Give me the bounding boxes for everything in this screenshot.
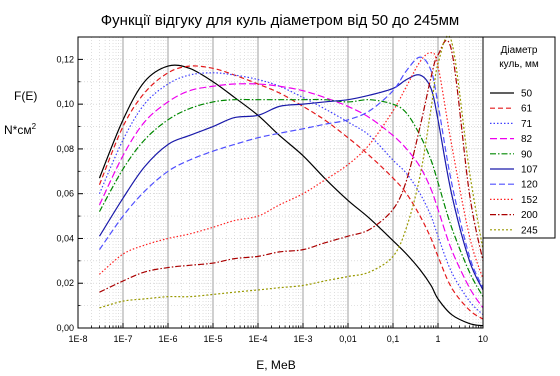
legend-label-90: 90 xyxy=(521,149,533,160)
legend-label-71: 71 xyxy=(521,119,533,130)
y-tick-label: 0,10 xyxy=(56,99,74,109)
x-tick-label: 1E-3 xyxy=(293,334,312,344)
x-tick-label: 10 xyxy=(478,334,488,344)
legend-label-120: 120 xyxy=(521,180,538,191)
plot-grid xyxy=(78,36,483,329)
legend-label-152: 152 xyxy=(521,195,538,206)
x-tick-label: 1E-6 xyxy=(158,334,177,344)
y-axis-unit-base: N*см xyxy=(4,123,32,137)
y-tick-label: 0,04 xyxy=(56,233,74,243)
y-axis-unit-superscript: 2 xyxy=(32,122,37,131)
series-line-50 xyxy=(98,64,484,327)
x-tick-label: 1 xyxy=(435,334,440,344)
series-line-245 xyxy=(99,35,484,309)
series-line-120 xyxy=(98,56,484,288)
series-line-200 xyxy=(99,39,484,293)
series-line-82 xyxy=(98,83,484,309)
legend-label-50: 50 xyxy=(521,89,533,100)
y-tick-label: 0,06 xyxy=(56,189,74,199)
legend-items: 50 61 71 82 90 107 120 152 200 245 xyxy=(490,89,538,236)
chart-title: Функції відгуку для куль діаметром від 5… xyxy=(101,12,459,29)
series-line-71 xyxy=(98,72,484,316)
x-tick-label: 1E-8 xyxy=(68,334,87,344)
y-axis-title: F(E) xyxy=(14,89,37,103)
legend-label-107: 107 xyxy=(521,165,538,176)
x-axis-title: E, МеВ xyxy=(256,358,295,372)
legend-label-82: 82 xyxy=(521,134,533,145)
legend-title-line-1: Діаметр xyxy=(501,45,538,56)
series-line-107 xyxy=(98,74,484,291)
series-line-152 xyxy=(99,52,484,279)
y-axis-unit: N*см2 xyxy=(4,122,37,137)
legend-title-line-2: куль, мм xyxy=(499,59,539,70)
y-tick-label: 0,12 xyxy=(56,54,74,64)
x-tick-label: 1E-7 xyxy=(113,334,132,344)
legend-box xyxy=(482,36,556,239)
x-tick-label: 1E-5 xyxy=(203,334,222,344)
legend-label-245: 245 xyxy=(521,225,538,236)
series-lines xyxy=(98,35,484,327)
legend: Діаметр куль, мм 50 61 71 82 90 107 120 152 200 2… xyxy=(482,36,556,239)
axis-ticks: 1E-8 1E-7 1E-6 1E-5 1E-4 1E-3 0,01 0,1 1 10 0,00 0,… xyxy=(56,36,488,344)
x-tick-label: 0,1 xyxy=(387,334,400,344)
series-line-90 xyxy=(98,98,484,297)
plot-frame xyxy=(77,36,484,329)
y-tick-label: 0,02 xyxy=(56,278,74,288)
y-tick-label: 0,00 xyxy=(56,323,74,333)
legend-label-61: 61 xyxy=(521,104,533,115)
legend-label-200: 200 xyxy=(521,210,538,221)
x-tick-label: 1E-4 xyxy=(248,334,267,344)
series-line-61 xyxy=(98,65,484,320)
y-tick-label: 0,08 xyxy=(56,144,74,154)
x-tick-label: 0,01 xyxy=(339,334,357,344)
